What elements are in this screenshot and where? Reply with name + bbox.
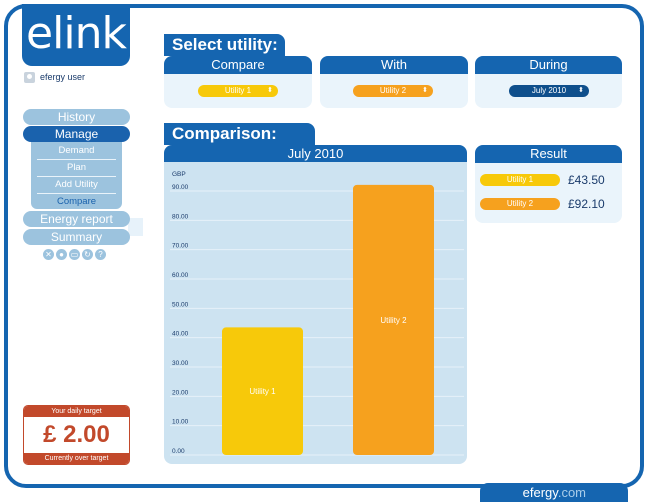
result-panel xyxy=(475,163,622,223)
comparison-chart: GBP 0.00 10.00 20.00 30.00 40.00 50.00 60.00 70.… xyxy=(164,162,467,464)
result-utility1-label: Utility 1 xyxy=(480,174,560,186)
nav-tail xyxy=(128,218,143,236)
y-axis-label: GBP xyxy=(172,171,186,178)
daily-target-status: Currently over target xyxy=(24,453,129,464)
close-icon[interactable]: ✕ xyxy=(43,249,54,260)
bar-label: Utility 2 xyxy=(380,316,407,325)
y-tick-label: 20.00 xyxy=(172,389,189,396)
user-icon xyxy=(24,71,35,83)
select-utility-title: Select utility: xyxy=(164,34,285,56)
help-icon[interactable]: ? xyxy=(95,249,106,260)
result-utility1-value: £43.50 xyxy=(568,173,605,187)
user-info: efergy user xyxy=(24,70,85,84)
y-tick-label: 70.00 xyxy=(172,243,189,250)
nav-energy-report[interactable]: Energy report xyxy=(23,211,130,227)
bar-1 xyxy=(222,327,303,455)
footer-suffix: .com xyxy=(557,485,586,500)
submenu-demand[interactable]: Demand xyxy=(58,145,95,156)
elink-logo: elink xyxy=(22,4,130,66)
compare-header: Compare xyxy=(164,56,312,74)
y-tick-label: 80.00 xyxy=(172,213,189,220)
comparison-chart-svg: GBP 0.00 10.00 20.00 30.00 40.00 50.00 60.00 70.… xyxy=(170,171,464,456)
footer-brand: efergy xyxy=(522,485,558,500)
with-select[interactable]: Utility 2 ⬍ xyxy=(353,85,433,97)
y-tick-label: 50.00 xyxy=(172,301,189,308)
daily-target-title: Your daily target xyxy=(24,406,129,417)
during-header: During xyxy=(475,56,622,74)
select-arrow-icon: ⬍ xyxy=(578,87,584,94)
nav-manage[interactable]: Manage xyxy=(23,126,130,142)
bar-2 xyxy=(353,184,434,455)
y-tick-label: 90.00 xyxy=(172,184,189,191)
compare-select[interactable]: Utility 1 ⬍ xyxy=(198,85,278,97)
daily-target-card: Your daily target £ 2.00 Currently over … xyxy=(23,405,130,465)
submenu-divider xyxy=(37,176,116,177)
submenu-compare[interactable]: Compare xyxy=(56,196,97,207)
daily-target-value: £ 2.00 xyxy=(43,421,110,448)
bar-label: Utility 1 xyxy=(249,387,276,396)
during-select[interactable]: July 2010 ⬍ xyxy=(509,85,589,97)
nav-history[interactable]: History xyxy=(23,109,130,125)
submenu-plan[interactable]: Plan xyxy=(66,162,86,173)
y-tick-label: 40.00 xyxy=(172,331,189,338)
compare-select-value: Utility 1 xyxy=(224,86,252,95)
toolbar: ✕ ● ▭ ↻ ? xyxy=(43,249,106,260)
comparison-period: July 2010 xyxy=(164,145,467,163)
select-arrow-icon: ⬍ xyxy=(422,87,428,94)
efergy-footer-link[interactable]: efergy.com xyxy=(480,483,628,502)
y-tick-label: 30.00 xyxy=(172,360,189,367)
submenu-divider xyxy=(37,159,116,160)
y-tick-label: 10.00 xyxy=(172,419,189,426)
monitor-icon[interactable]: ▭ xyxy=(69,249,80,260)
result-utility2-label: Utility 2 xyxy=(480,198,560,210)
nav-summary[interactable]: Summary xyxy=(23,229,130,245)
submenu-divider xyxy=(37,193,116,194)
comparison-title: Comparison: xyxy=(164,123,315,145)
refresh-icon[interactable]: ↻ xyxy=(82,249,93,260)
with-select-value: Utility 2 xyxy=(379,86,407,95)
result-utility2-value: £92.10 xyxy=(568,197,605,211)
y-tick-label: 60.00 xyxy=(172,272,189,279)
result-header: Result xyxy=(475,145,622,163)
settings-icon[interactable]: ● xyxy=(56,249,67,260)
manage-submenu xyxy=(31,142,122,209)
during-select-value: July 2010 xyxy=(531,86,567,95)
submenu-add-utility[interactable]: Add Utility xyxy=(55,179,98,190)
user-name: efergy user xyxy=(40,72,86,82)
y-tick-label: 0.00 xyxy=(172,448,185,455)
select-arrow-icon: ⬍ xyxy=(267,87,273,94)
with-header: With xyxy=(320,56,468,74)
